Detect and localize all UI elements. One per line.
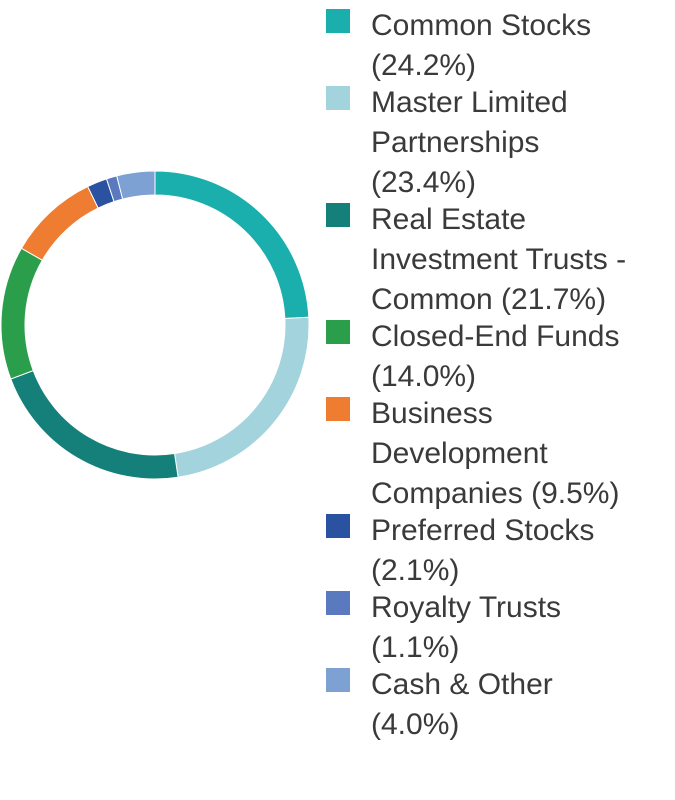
legend-item-cash-other: Cash & Other (4.0%) — [326, 668, 553, 741]
legend-label-line: Master Limited — [371, 86, 568, 119]
donut-slice-cash-other — [116, 170, 156, 200]
legend-label-line: (1.1%) — [371, 631, 459, 664]
legend-label-line: Business — [371, 397, 493, 430]
legend-label-line: Common Stocks — [371, 9, 591, 42]
legend-swatch — [326, 668, 350, 692]
legend-label-line: Closed-End Funds — [371, 320, 619, 353]
legend-label-line: Development — [371, 437, 548, 470]
legend-item-royalty-trusts: Royalty Trusts (1.1%) — [326, 591, 561, 664]
legend-swatch — [326, 9, 350, 33]
legend-item-business-development-companies: Business Development Companies (9.5%) — [326, 397, 619, 510]
donut-slice-master-limited-partnerships — [173, 316, 310, 478]
legend-label-line: Companies (9.5%) — [371, 477, 619, 510]
donut-slice-closed-end-funds — [0, 247, 43, 380]
legend-item-master-limited-partnerships: Master Limited Partnerships (23.4%) — [326, 86, 568, 199]
legend-label-line: Cash & Other — [371, 668, 553, 701]
legend-label-line: Partnerships — [371, 126, 539, 159]
legend-label-line: Real Estate — [371, 203, 526, 236]
legend-swatch — [326, 514, 350, 538]
legend-item-closed-end-funds: Closed-End Funds (14.0%) — [326, 320, 619, 393]
legend-label-line: (14.0%) — [371, 360, 476, 393]
legend-label-line: (2.1%) — [371, 554, 459, 587]
legend-label-line: (23.4%) — [371, 166, 476, 199]
legend-label-line: Preferred Stocks — [371, 514, 594, 547]
donut-slice-real-estate-investment-trusts-common — [10, 369, 179, 480]
legend-swatch — [326, 86, 350, 110]
legend-label-line: Royalty Trusts — [371, 591, 561, 624]
donut-slice-business-development-companies — [20, 185, 99, 261]
legend-swatch — [326, 320, 350, 344]
legend-swatch — [326, 591, 350, 615]
chart-legend: Common Stocks (24.2%) Master Limited Partne… — [326, 9, 626, 741]
legend-label-line: (24.2%) — [371, 49, 476, 82]
legend-swatch — [326, 203, 350, 227]
legend-label-line: (4.0%) — [371, 708, 459, 741]
legend-item-common-stocks: Common Stocks (24.2%) — [326, 9, 591, 82]
legend-item-real-estate-investment-trusts-common: Real Estate Investment Trusts - Common (21… — [326, 203, 626, 316]
donut-slices — [0, 170, 310, 480]
legend-swatch — [326, 397, 350, 421]
donut-slice-common-stocks — [154, 170, 310, 319]
legend-label-line: Common (21.7%) — [371, 283, 606, 316]
legend-label-line: Investment Trusts - — [371, 243, 626, 276]
legend-item-preferred-stocks: Preferred Stocks (2.1%) — [326, 514, 594, 587]
